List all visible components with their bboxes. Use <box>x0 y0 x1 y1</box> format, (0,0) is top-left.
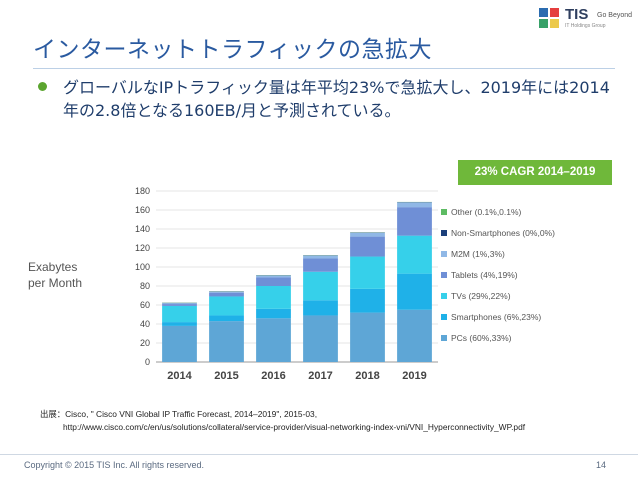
legend-entry: PCs (60%,33%) <box>451 333 512 343</box>
bar-segment <box>162 325 197 362</box>
x-tick-label: 2014 <box>167 370 192 382</box>
bar-segment <box>209 292 244 297</box>
legend-swatch <box>441 230 447 236</box>
bar-segment <box>209 321 244 362</box>
bar-segment <box>209 315 244 322</box>
logo-square-yellow <box>550 19 559 28</box>
bar-segment <box>303 271 338 301</box>
bar-segment <box>256 277 291 286</box>
tis-logo: TIS IT Holdings Group Go Beyond <box>539 6 634 34</box>
x-tick-label: 2018 <box>355 370 379 382</box>
bar-segment <box>397 235 432 274</box>
footer-divider <box>0 454 638 455</box>
y-tick-label: 100 <box>135 262 150 272</box>
legend-swatch <box>441 293 447 299</box>
legend-entry: Other (0.1%,0.1%) <box>451 207 522 217</box>
bar-segment <box>303 255 338 259</box>
legend-swatch <box>441 251 447 257</box>
bar-segment <box>256 286 291 309</box>
cagr-badge: 23% CAGR 2014–2019 <box>458 160 612 185</box>
bar-segment <box>209 291 244 293</box>
page-number: 14 <box>596 460 607 470</box>
bar-segment <box>303 258 338 272</box>
y-tick-label: 80 <box>140 281 150 291</box>
y-tick-label: 180 <box>135 186 150 196</box>
legend-entry: Smartphones (6%,23%) <box>451 312 541 322</box>
bar-segment <box>256 308 291 319</box>
bullet-text: グローバルなIPトラフィック量は年平均23%で急拡大し、2019年には2014年… <box>63 78 610 120</box>
bar-segment <box>350 232 385 237</box>
x-tick-label: 2016 <box>261 370 285 382</box>
logo-tagline: Go Beyond <box>597 12 633 19</box>
legend-entry: Non-Smartphones (0%,0%) <box>451 228 555 238</box>
logo-square-green <box>539 19 548 28</box>
bar-segment <box>303 315 338 362</box>
legend-swatch <box>441 272 447 278</box>
bar-segment <box>303 300 338 316</box>
bar-segment <box>162 305 197 323</box>
y-tick-label: 160 <box>135 205 150 215</box>
bar-segment <box>350 312 385 362</box>
bar-segment <box>397 207 432 236</box>
x-tick-label: 2017 <box>308 370 332 382</box>
bar-segment <box>209 296 244 316</box>
slide-title: インターネットトラフィックの急拡大 <box>33 37 433 63</box>
y-tick-label: 40 <box>140 319 150 329</box>
bar-segment <box>350 256 385 289</box>
bar-segment <box>397 309 432 362</box>
x-tick-label: 2019 <box>402 370 426 382</box>
y-tick-label: 140 <box>135 224 150 234</box>
bar-segment <box>256 318 291 362</box>
bar-segment <box>397 202 432 208</box>
legend-entry: TVs (29%,22%) <box>451 291 511 301</box>
logo-name: TIS <box>565 6 589 23</box>
copyright: Copyright © 2015 TIS Inc. All rights res… <box>24 460 205 470</box>
legend-swatch <box>441 314 447 320</box>
y-tick-label: 0 <box>145 357 150 367</box>
bar-segment <box>350 236 385 257</box>
legend-swatch <box>441 209 447 215</box>
traffic-chart: 0 20 40 60 80 100 120 140 160 180 Exabytes per Mont… <box>28 157 614 392</box>
logo-square-blue <box>539 8 548 17</box>
x-tick-label: 2015 <box>214 370 238 382</box>
bar-segment <box>162 304 197 306</box>
y-axis-label: Exabytes <box>28 260 77 274</box>
title-divider <box>33 68 615 69</box>
y-tick-label: 120 <box>135 243 150 253</box>
legend-entry: M2M (1%,3%) <box>451 249 505 259</box>
legend-entry: Tablets (4%,19%) <box>451 270 518 280</box>
y-axis-label: per Month <box>28 276 82 290</box>
bar-segment <box>162 303 197 305</box>
footer: Copyright © 2015 TIS Inc. All rights res… <box>0 454 638 479</box>
source-url: http://www.cisco.com/c/en/us/solutions/c… <box>63 422 526 432</box>
bar-segment <box>397 273 432 310</box>
bar-segment <box>256 275 291 278</box>
bar-segment <box>350 288 385 313</box>
source-citation: 出展：Cisco, " Cisco VNI Global IP Traffic … <box>40 408 630 434</box>
bullet-icon <box>38 82 47 91</box>
chart-svg: 0 20 40 60 80 100 120 140 160 180 Exabytes per Mont… <box>28 186 555 382</box>
bar-segment <box>162 322 197 326</box>
legend-swatch <box>441 335 447 341</box>
tis-logo-mark <box>539 8 561 30</box>
y-tick-label: 20 <box>140 338 150 348</box>
y-tick-label: 60 <box>140 300 150 310</box>
source-line-1: 出展：Cisco, " Cisco VNI Global IP Traffic … <box>40 409 318 419</box>
logo-subtitle: IT Holdings Group <box>565 23 606 29</box>
logo-square-red <box>550 8 559 17</box>
